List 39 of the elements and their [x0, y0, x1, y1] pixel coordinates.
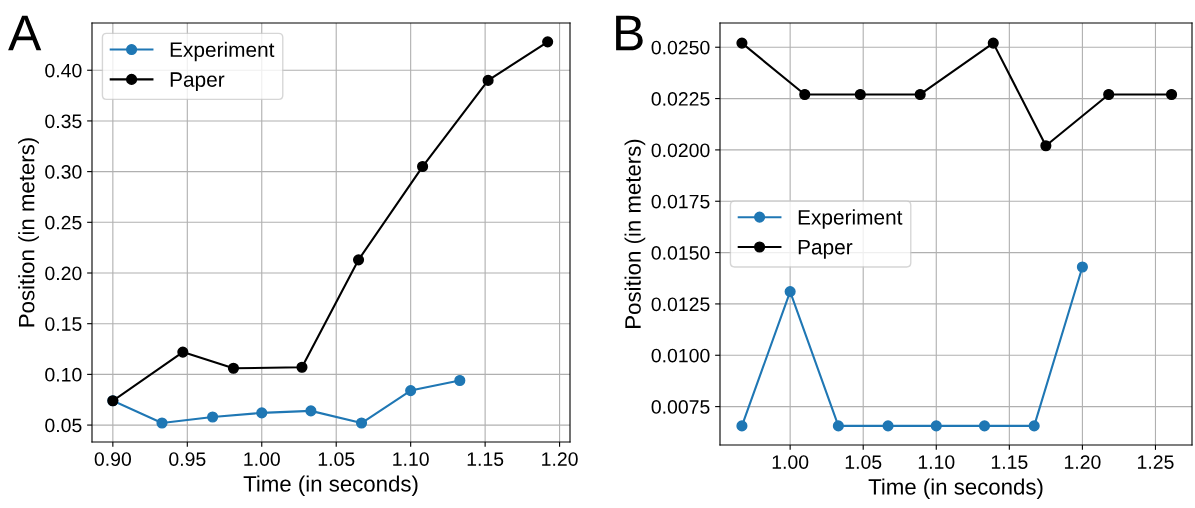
- y-tick-label: 0.35: [45, 114, 82, 129]
- y-tick-label: 0.0150: [651, 246, 710, 260]
- y-axis-title: Position (in meters): [18, 138, 39, 327]
- y-tick-label: 0.20: [45, 266, 82, 281]
- y-tick-label: 0.25: [45, 215, 82, 230]
- x-tick-label: 1.20: [1064, 455, 1101, 469]
- x-tick-label: 0.95: [169, 452, 206, 466]
- x-tick-label: 1.15: [467, 452, 504, 466]
- y-tick-label: 0.05: [45, 418, 82, 433]
- x-tick-label: 1.05: [318, 452, 355, 466]
- x-axis-title: Time (in seconds): [868, 478, 1043, 500]
- text: B: [616, 15, 643, 51]
- y-tick-label: 0.0225: [651, 92, 710, 106]
- y-tick-label: 0.10: [45, 367, 82, 382]
- legend-label: Paper: [170, 72, 225, 92]
- y-tick-label: 0.0175: [651, 194, 710, 209]
- y-tick-label: 0.0075: [651, 400, 710, 414]
- y-axis-title: Position (in meters): [624, 139, 646, 328]
- x-tick-label: 1.00: [244, 452, 280, 466]
- y-tick-label: 0.0100: [651, 348, 710, 363]
- y-tick-label: 0.0200: [651, 143, 710, 158]
- x-tick-label: 1.00: [772, 455, 809, 469]
- x-tick-label: 1.15: [991, 455, 1028, 469]
- x-tick-label: 1.20: [542, 452, 578, 466]
- x-tick-label: 1.25: [1138, 455, 1174, 469]
- legend-label: Experiment: [170, 41, 275, 62]
- x-tick-label: 0.90: [94, 452, 132, 466]
- x-axis-title: Time (in seconds): [243, 475, 418, 497]
- y-tick-label: 0.40: [45, 63, 82, 78]
- y-tick-label: 0.0125: [651, 297, 710, 312]
- text: A: [8, 15, 42, 51]
- x-tick-label: 1.05: [845, 455, 882, 469]
- y-tick-label: 0.30: [45, 165, 82, 179]
- y-tick-label: 0.15: [45, 317, 82, 331]
- legend-label: Paper: [798, 239, 853, 259]
- x-tick-label: 1.10: [393, 452, 429, 466]
- x-tick-label: 1.10: [918, 455, 955, 469]
- legend-label: Experiment: [798, 209, 903, 229]
- y-tick-label: 0.0250: [651, 40, 710, 55]
